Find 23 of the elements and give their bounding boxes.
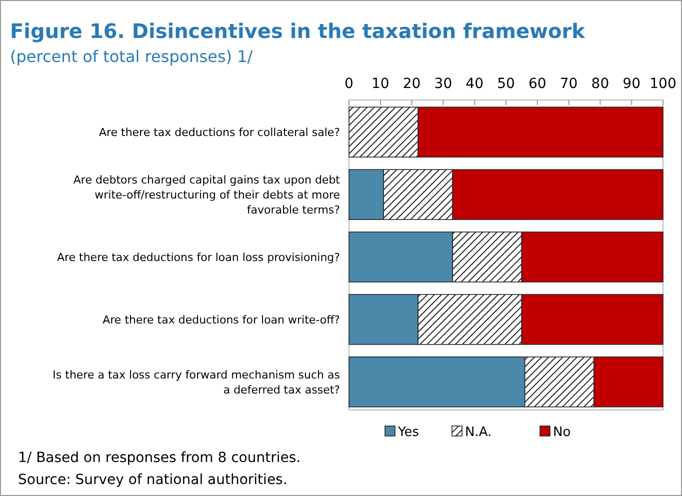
text: 1/ Based on responses from 8 countries.	[18, 450, 301, 466]
y-tick-label: Are there tax deductions for loan write-off?	[102, 313, 340, 326]
x-tick-label: 100	[650, 76, 676, 92]
x-tick-label: 80	[591, 76, 610, 92]
legend-label: No	[553, 425, 571, 440]
x-tick-label: 40	[466, 76, 484, 92]
x-tick-label: 90	[622, 76, 641, 92]
text: (percent of total responses) 1/	[10, 47, 254, 66]
x-tick-label: 20	[402, 76, 421, 92]
x-tick-label: 0	[344, 76, 354, 92]
x-tick-label: 50	[497, 76, 515, 92]
x-tick-label: 30	[434, 76, 452, 92]
x-tick-label: 10	[371, 76, 390, 92]
x-tick-label: 70	[560, 76, 578, 92]
y-tick-label: Are there tax deductions for loan loss provisioning?	[56, 251, 340, 264]
x-tick-label: 60	[528, 76, 546, 92]
y-tick-label: Are there tax deductions for collateral sale?	[98, 126, 340, 140]
y-tick-label: Are debtors charged capital gains tax upon debt write-off/restructuring of their debts at more favorable terms?	[73, 174, 341, 217]
source-note: Source: Survey of national authorities.	[18, 472, 288, 488]
y-tick-label: Is there a tax loss carry forward mechanism such as a deferred tax asset?	[52, 368, 340, 396]
chart-title: Figure 16. Disincentives in the taxation framework	[10, 19, 586, 43]
legend-label: Yes	[397, 425, 420, 440]
legend-label: N.A.	[465, 425, 492, 440]
